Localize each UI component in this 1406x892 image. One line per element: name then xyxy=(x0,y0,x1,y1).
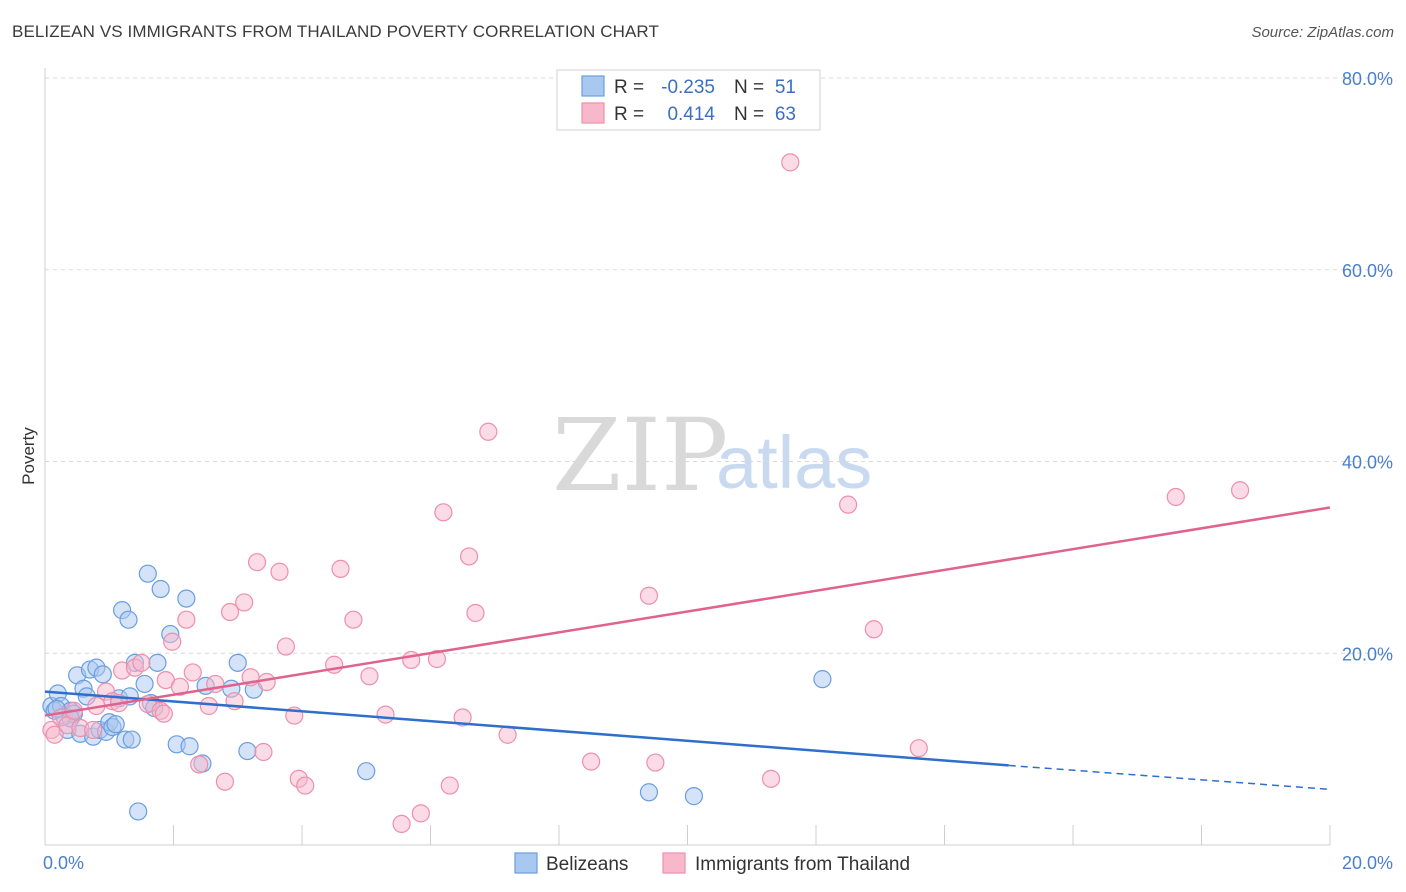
thailand-point xyxy=(247,553,267,572)
belizean-point xyxy=(93,665,112,684)
thailand-point xyxy=(45,725,64,744)
legend-n-value-2: 63 xyxy=(775,104,796,125)
series-legend-label-belizeans: Belizeans xyxy=(546,854,628,875)
thailand-trend-line xyxy=(44,506,1331,717)
source-label: Source: ZipAtlas.com xyxy=(1251,24,1394,41)
thailand-point xyxy=(132,653,151,672)
belizean-point xyxy=(813,670,832,689)
thailand-point xyxy=(235,593,254,612)
series-legend: Belizeans Immigrants from Thailand xyxy=(514,852,910,875)
belizean-point xyxy=(639,783,659,802)
belizean-point xyxy=(684,787,704,806)
belizean-point xyxy=(151,579,170,599)
thailand-point xyxy=(909,739,928,758)
thailand-point xyxy=(392,814,411,834)
thailand-point xyxy=(459,547,479,566)
thailand-point xyxy=(781,153,800,172)
legend-n-value-1: 51 xyxy=(775,77,796,98)
thailand-point xyxy=(402,650,421,670)
legend-swatch-pink xyxy=(581,102,605,124)
thailand-point xyxy=(1166,487,1185,507)
thailand-point xyxy=(257,672,276,692)
x-tick-label: 20.0% xyxy=(1342,853,1393,873)
thailand-point xyxy=(183,663,202,682)
belizean-point xyxy=(228,653,247,672)
series-legend-swatch-blue xyxy=(514,852,538,874)
y-tick-label: 20.0% xyxy=(1342,644,1393,664)
thailand-point xyxy=(427,649,447,669)
x-tick-label: 0.0% xyxy=(43,853,84,873)
thailand-point xyxy=(154,704,173,723)
legend-n-label-1: N = xyxy=(734,77,764,98)
watermark: ZIP atlas xyxy=(552,397,872,514)
thailand-point xyxy=(276,637,296,656)
thailand-point xyxy=(163,632,182,651)
belizean-point xyxy=(357,762,376,781)
thailand-point xyxy=(434,503,453,522)
y-tick-label: 80.0% xyxy=(1342,69,1393,89)
thailand-point xyxy=(254,742,273,762)
thailand-point xyxy=(220,602,240,622)
series-legend-label-thailand: Immigrants from Thailand xyxy=(695,854,910,875)
belizean-point xyxy=(129,802,148,821)
y-tick-label: 40.0% xyxy=(1342,453,1393,473)
thailand-point xyxy=(199,696,218,716)
thailand-point xyxy=(270,562,289,581)
belizean-point xyxy=(177,589,196,608)
tick-labels: 20.0% 40.0% 60.0% 80.0% 0.0% 20.0% xyxy=(43,69,1393,873)
chart-title: BELIZEAN VS IMMIGRANTS FROM THAILAND POV… xyxy=(12,22,659,41)
thailand-point xyxy=(639,586,659,605)
thailand-point xyxy=(190,755,209,774)
thailand-point xyxy=(440,776,459,795)
thailand-point xyxy=(839,495,858,514)
legend-r-label-1: R = xyxy=(614,77,644,98)
thailand-point xyxy=(498,725,517,744)
watermark-zip: ZIP xyxy=(552,397,728,514)
thailand-point xyxy=(331,559,350,578)
thailand-point xyxy=(582,752,601,771)
y-tick-label: 60.0% xyxy=(1342,261,1393,281)
legend-r-value-2: 0.414 xyxy=(667,104,715,125)
belizean-trend-extension xyxy=(1008,764,1331,791)
belizean-point xyxy=(238,741,257,761)
legend-swatch-blue xyxy=(581,75,605,97)
series-belizeans xyxy=(42,564,832,821)
belizean-point xyxy=(122,730,141,749)
thailand-point xyxy=(376,705,395,724)
legend-r-label-2: R = xyxy=(614,104,644,125)
belizean-point xyxy=(119,610,138,629)
thailand-point xyxy=(296,776,315,795)
thailand-point xyxy=(170,677,190,696)
thailand-point xyxy=(177,610,196,629)
thailand-point xyxy=(344,610,363,629)
stats-legend: R = -0.235 N = 51 R = 0.414 N = 63 xyxy=(556,69,821,131)
thailand-point xyxy=(215,772,234,791)
thailand-point xyxy=(761,769,781,788)
legend-r-value-1: -0.235 xyxy=(661,77,715,98)
thailand-point xyxy=(453,708,472,727)
series-legend-swatch-pink xyxy=(662,852,686,874)
thailand-point xyxy=(1230,481,1250,500)
belizean-point xyxy=(138,564,157,583)
belizean-point xyxy=(135,674,154,694)
thailand-point xyxy=(466,603,485,623)
thailand-point xyxy=(360,667,379,686)
thailand-point xyxy=(411,804,430,823)
series-immigrants-from-thailand xyxy=(42,153,1250,834)
belizean-point xyxy=(148,653,167,672)
thailand-point xyxy=(479,422,498,441)
trend-lines xyxy=(44,506,1331,791)
watermark-atlas: atlas xyxy=(716,421,872,504)
grid-lines xyxy=(45,77,1392,654)
belizean-trend-line xyxy=(44,690,1009,767)
legend-n-label-2: N = xyxy=(734,104,764,125)
thailand-point xyxy=(646,753,665,772)
thailand-point xyxy=(864,620,883,639)
belizean-point xyxy=(180,737,199,756)
thailand-point xyxy=(84,720,103,740)
y-axis-label: Poverty xyxy=(19,427,38,485)
belizean-point xyxy=(106,715,125,734)
